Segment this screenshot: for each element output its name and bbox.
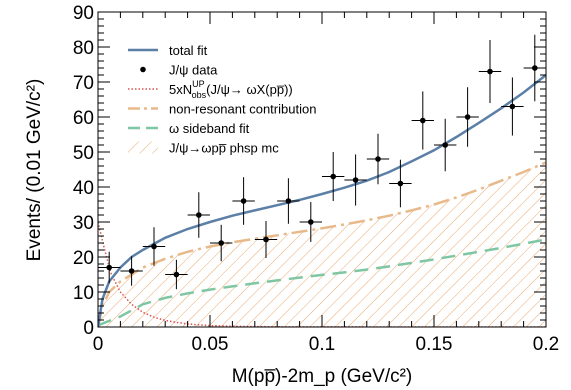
upper-limit-line	[98, 221, 546, 327]
data-point	[344, 154, 367, 206]
y-tick-label: 50	[73, 143, 94, 164]
y-axis-title: Events/ (0.01 GeV/c²)	[24, 79, 45, 262]
legend-swatch-phsp	[128, 141, 158, 154]
data-point	[322, 152, 345, 201]
legend-label-main: J/ψ data	[169, 63, 218, 78]
data-point-marker	[487, 68, 493, 75]
data-point-marker	[375, 156, 381, 162]
data-point	[389, 159, 412, 208]
data-point	[501, 77, 524, 136]
data-point	[478, 40, 502, 103]
legend-entry-sideband: ω sideband fit	[128, 121, 250, 136]
data-point-marker	[196, 212, 202, 218]
y-tick-label: 90	[73, 3, 94, 24]
legend-label-main: non-resonant contribution	[169, 102, 316, 117]
data-point-marker	[173, 271, 180, 278]
data-point-marker	[330, 173, 337, 180]
axes: 0 10 20 30 40 50 60 70 80 90 0 0.05 0.1 0.15 0.2	[73, 3, 559, 355]
legend-label-sup: UP	[192, 79, 205, 89]
y-tick-label: 20	[73, 248, 94, 269]
y-tick-label: 40	[73, 178, 94, 199]
legend-label-upper_limit: 5xNUP obs(J/ψ→ ωX(pp̅))	[169, 79, 293, 100]
data-point-marker	[532, 65, 538, 71]
legend-label-main: ω sideband fit	[169, 121, 250, 136]
y-tick-label: 70	[73, 73, 94, 94]
data-point	[210, 224, 233, 262]
sideband-line	[98, 238, 546, 327]
data-point	[277, 178, 300, 224]
data-point-marker	[218, 240, 224, 246]
y-tick-label: 60	[73, 108, 94, 129]
phsp-hatched-area	[98, 162, 546, 327]
legend-label-main: J/ψ→ωpp̅ phsp mc	[169, 141, 279, 156]
data-point-marker	[352, 177, 359, 183]
x-tick-label: 0.2	[533, 334, 559, 355]
data-point-marker	[285, 198, 292, 204]
data-point	[232, 177, 255, 225]
x-tick-label: 0.15	[416, 334, 453, 355]
x-axis-title: M(pp̅)-2m_p (GeV/c²)	[232, 366, 413, 387]
legend-swatch-data	[140, 66, 146, 73]
legend-label-nonres: non-resonant contribution	[169, 102, 316, 117]
legend-label-main: total fit	[169, 43, 208, 58]
data-point-marker	[420, 117, 426, 124]
data-point-marker	[240, 198, 247, 204]
legend-entry-data: J/ψ data	[140, 63, 218, 78]
data-point	[165, 259, 188, 290]
data-point-marker	[509, 103, 516, 110]
legend-label-sub: obs	[192, 90, 207, 100]
legend-entry-upper_limit: 5xNUP obs(J/ψ→ ωX(pp̅))	[128, 79, 293, 100]
y-tick-label: 80	[73, 38, 94, 59]
data-point-marker	[106, 264, 112, 271]
data-point	[434, 118, 457, 172]
legend-label-phsp: J/ψ→ωpp̅ phsp mc	[169, 141, 279, 156]
legend-label-sideband: ω sideband fit	[169, 121, 250, 136]
data-point-marker	[263, 236, 269, 243]
legend-label-data: J/ψ data	[169, 63, 218, 78]
data-point-marker	[464, 114, 471, 120]
legend-entry-total_fit: total fit	[128, 43, 208, 58]
legend-entry-phsp: J/ψ→ωpp̅ phsp mc	[128, 141, 279, 156]
x-tick-label: 0.1	[309, 334, 335, 355]
data-point	[254, 220, 278, 259]
data-point	[366, 133, 390, 185]
x-tick-label: 0	[93, 334, 104, 355]
x-axis-title-text: M(pp̅)-2m_p (GeV/c²)	[232, 366, 413, 387]
plot-area	[98, 34, 546, 327]
data-point-marker	[397, 180, 404, 187]
y-axis-title-text: Events/ (0.01 GeV/c²)	[24, 79, 45, 262]
x-tick-label: 0.05	[192, 334, 229, 355]
data-point	[456, 87, 479, 147]
data-point-marker	[151, 243, 157, 250]
legend-label-main: 5xN	[169, 82, 192, 97]
data-point-marker	[128, 268, 135, 274]
legend-entry-nonres: non-resonant contribution	[128, 102, 316, 117]
y-tick-label: 10	[73, 283, 94, 304]
data-point	[98, 251, 121, 284]
data-point	[120, 256, 143, 286]
data-point	[187, 192, 210, 238]
data-point-marker	[442, 142, 449, 148]
y-tick-label: 0	[83, 318, 94, 339]
data-point-marker	[308, 219, 314, 225]
legend-label-tail: (J/ψ→ ωX(pp̅))	[206, 82, 293, 97]
data-point	[142, 227, 166, 266]
data-point	[411, 91, 434, 150]
data-point	[299, 202, 322, 242]
legend-label-total_fit: total fit	[169, 43, 208, 58]
nonres-line	[98, 161, 546, 327]
y-tick-label: 30	[73, 213, 94, 234]
